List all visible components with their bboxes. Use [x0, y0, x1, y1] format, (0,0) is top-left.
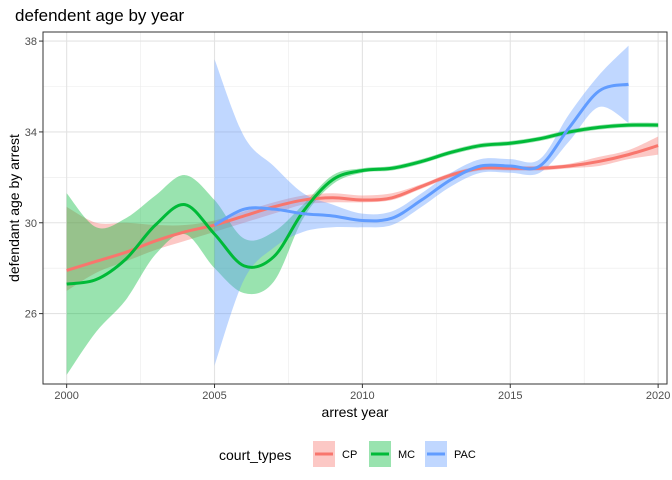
x-axis-title: arrest year — [322, 404, 389, 420]
ribbon-pac — [214, 45, 629, 366]
y-tick-label: 26 — [25, 309, 37, 321]
legend-title: court_types — [219, 447, 291, 463]
line-cp — [66, 144, 659, 272]
chart-title: defendent age by year — [15, 6, 185, 25]
confidence-ribbons — [66, 45, 659, 375]
x-tick-label: 2005 — [202, 390, 226, 402]
legend-item-cp: CP — [313, 441, 357, 467]
legend-item-pac: PAC — [425, 441, 476, 467]
y-tick-label: 38 — [25, 36, 37, 48]
series-lines — [66, 82, 659, 286]
line-mc — [66, 123, 659, 286]
gridlines — [43, 32, 667, 384]
plot-panel — [43, 32, 667, 384]
line-pac — [213, 82, 629, 227]
x-tick-label: 2015 — [498, 390, 522, 402]
y-tick-label: 34 — [25, 127, 37, 139]
plot-border — [42, 31, 668, 385]
x-tick-label: 2000 — [54, 390, 78, 402]
legend-label-cp: CP — [342, 449, 357, 461]
legend-item-mc: MC — [369, 441, 415, 467]
legend-label-mc: MC — [398, 449, 415, 461]
y-axis-title: defendant age by arrest — [6, 134, 22, 282]
legend: court_types CP MC PAC — [219, 441, 476, 467]
x-tick-label: 2020 — [646, 390, 670, 402]
x-tick-label: 2010 — [350, 390, 374, 402]
legend-label-pac: PAC — [454, 449, 476, 461]
y-axis: 26 30 34 38 — [25, 36, 43, 321]
y-tick-label: 30 — [25, 218, 37, 230]
x-axis: 2000 2005 2010 2015 2020 — [54, 384, 670, 402]
